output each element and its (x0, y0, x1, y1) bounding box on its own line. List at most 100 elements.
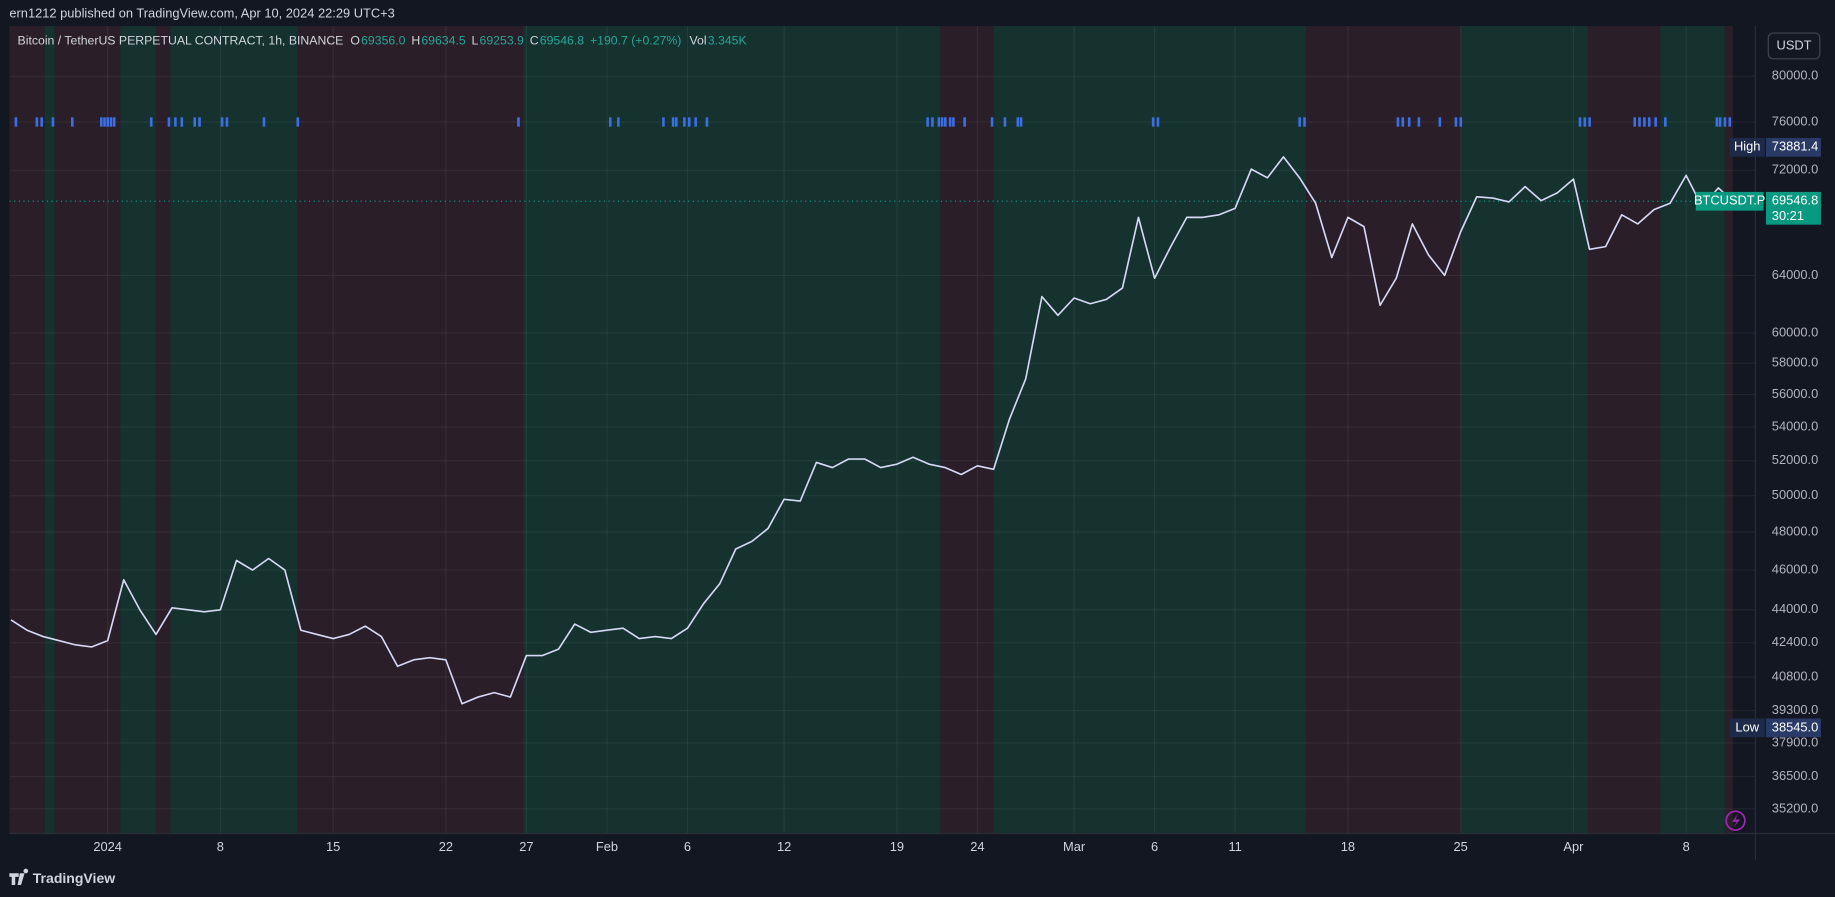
signal-marker (174, 117, 177, 127)
signal-marker (1298, 117, 1301, 127)
signal-marker (262, 117, 266, 127)
plot-area (9, 26, 1756, 834)
signal-marker (940, 117, 944, 127)
signal-marker (167, 117, 171, 127)
signal-marker (609, 117, 612, 127)
signal-marker (517, 117, 520, 127)
signal-marker (694, 117, 697, 127)
legend-high: 69634.5 (421, 33, 466, 47)
countdown: 30:21 (1772, 208, 1804, 223)
y-tick-label: 72000.0 (1772, 162, 1818, 177)
legend: Bitcoin / TetherUS PERPETUAL CONTRACT, 1… (18, 33, 748, 47)
legend-open: 69356.0 (361, 33, 406, 47)
signal-marker (109, 117, 113, 127)
signal-marker (1438, 117, 1442, 127)
signal-marker (617, 117, 620, 127)
last-tag-bg (1695, 191, 1764, 211)
high-value: 73881.4 (1772, 139, 1818, 154)
alert-bolt (1732, 813, 1741, 828)
signal-marker (1664, 117, 1667, 127)
signal-marker (40, 117, 43, 127)
trend-region (155, 26, 171, 834)
trend-region (1460, 26, 1588, 834)
signal-marker (705, 117, 709, 127)
trend-region (940, 26, 994, 834)
legend-low: 69253.9 (480, 33, 525, 47)
x-tick-label: 6 (684, 839, 691, 854)
currency-label[interactable]: USDT (1777, 37, 1812, 52)
trend-region (54, 26, 121, 834)
price-line (10, 156, 1734, 705)
low-tag-label: Low (1735, 719, 1759, 734)
signal-marker (1638, 117, 1641, 127)
signal-marker (1643, 117, 1646, 127)
signal-marker (71, 117, 74, 127)
high-tag-label: High (1734, 139, 1760, 154)
signal-marker (952, 117, 955, 127)
signal-marker (662, 117, 665, 127)
legend-change: +190.7 (+0.27%) (590, 33, 681, 47)
signal-marker (1654, 117, 1657, 127)
signal-marker (1454, 117, 1458, 127)
signal-marker (1417, 117, 1421, 127)
signal-marker (149, 117, 153, 127)
signal-marker (225, 117, 229, 127)
x-tick-label: 2024 (93, 839, 122, 854)
signal-marker (51, 117, 55, 127)
y-tick-label: 54000.0 (1772, 418, 1818, 433)
signal-marker (990, 117, 994, 127)
trend-region (523, 26, 941, 834)
signal-marker (944, 117, 947, 127)
y-tick-label: 52000.0 (1772, 452, 1818, 467)
trend-region (170, 26, 298, 834)
trend-region (9, 26, 45, 834)
trend-region (297, 26, 524, 834)
signal-marker (683, 117, 686, 127)
signal-marker (1578, 117, 1582, 127)
x-tick-label: 6 (1151, 839, 1158, 854)
alert-icon[interactable] (1725, 810, 1746, 831)
signal-marker (1396, 117, 1400, 127)
x-tick-label: 8 (217, 839, 224, 854)
low-value-bg (1765, 718, 1821, 738)
high-value-bg (1765, 137, 1821, 157)
trend-region (1306, 26, 1461, 834)
signal-marker (1401, 117, 1405, 127)
publisher: ern1212 published on TradingView.com, Ap… (9, 6, 394, 21)
y-tick-label: 46000.0 (1772, 561, 1818, 576)
signal-marker (937, 117, 941, 127)
y-tick-label: 58000.0 (1772, 355, 1818, 370)
signal-marker (675, 117, 678, 127)
trend-region (993, 26, 1307, 834)
y-tick-label: 60000.0 (1772, 324, 1818, 339)
y-tick-label: 76000.0 (1772, 114, 1818, 129)
signal-marker (198, 117, 201, 127)
x-tick-label: 11 (1228, 839, 1241, 854)
currency-button[interactable] (1767, 32, 1821, 60)
signal-marker (193, 117, 197, 127)
trend-region (1660, 26, 1725, 834)
signal-marker (296, 117, 300, 127)
signal-marker (671, 117, 675, 127)
signal-marker (948, 117, 952, 127)
y-tick-label: 36500.0 (1772, 768, 1818, 783)
legend-close-label: C (530, 33, 539, 47)
x-tick-label: Apr (1563, 839, 1584, 854)
x-tick-label: 24 (970, 839, 984, 854)
signal-marker (1407, 117, 1411, 127)
y-tick-label: 42400.0 (1772, 634, 1818, 649)
signal-marker (14, 117, 18, 127)
signal-marker (1647, 117, 1651, 127)
trend-region (1587, 26, 1661, 834)
signal-marker (1003, 117, 1007, 127)
last-value-bg (1765, 191, 1821, 225)
x-tick-label: Mar (1063, 839, 1086, 854)
signal-marker (1459, 117, 1463, 127)
y-tick-label: 48000.0 (1772, 524, 1818, 539)
y-tick-label: 56000.0 (1772, 386, 1818, 401)
legend-low-label: L (472, 33, 479, 47)
y-tick-label: 50000.0 (1772, 487, 1818, 502)
signal-marker (1016, 117, 1020, 127)
y-tick-label: 39300.0 (1772, 702, 1818, 717)
